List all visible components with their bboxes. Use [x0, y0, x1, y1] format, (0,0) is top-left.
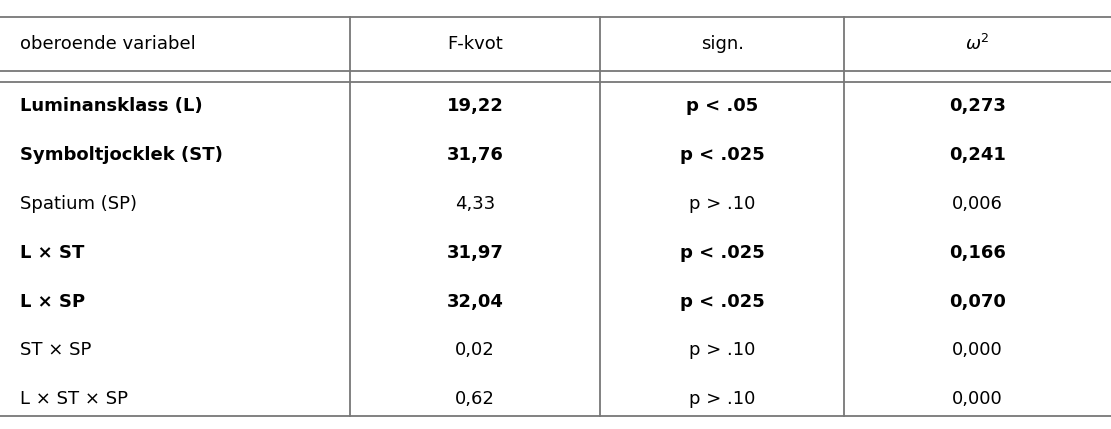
Text: p < .025: p < .025: [680, 293, 764, 311]
Text: L × ST × SP: L × ST × SP: [20, 390, 128, 408]
Text: 0,000: 0,000: [952, 390, 1003, 408]
Text: 31,97: 31,97: [447, 244, 503, 262]
Text: 0,006: 0,006: [952, 195, 1003, 213]
Text: p > .10: p > .10: [689, 341, 755, 360]
Text: 0,241: 0,241: [949, 146, 1007, 164]
Text: 0,62: 0,62: [456, 390, 494, 408]
Text: F-kvot: F-kvot: [447, 35, 503, 53]
Text: 31,76: 31,76: [447, 146, 503, 164]
Text: oberoende variabel: oberoende variabel: [20, 35, 196, 53]
Text: L × ST: L × ST: [20, 244, 84, 262]
Text: p < .025: p < .025: [680, 146, 764, 164]
Text: p > .10: p > .10: [689, 195, 755, 213]
Text: p < .025: p < .025: [680, 244, 764, 262]
Text: 32,04: 32,04: [447, 293, 503, 311]
Text: p > .10: p > .10: [689, 390, 755, 408]
Text: $\omega^2$: $\omega^2$: [965, 34, 990, 54]
Text: L × SP: L × SP: [20, 293, 86, 311]
Text: Luminansklass (L): Luminansklass (L): [20, 97, 202, 115]
Text: Symboltjocklek (ST): Symboltjocklek (ST): [20, 146, 223, 164]
Text: ST × SP: ST × SP: [20, 341, 91, 360]
Text: Spatium (SP): Spatium (SP): [20, 195, 137, 213]
Text: sign.: sign.: [701, 35, 743, 53]
Text: 0,273: 0,273: [949, 97, 1007, 115]
Text: 0,166: 0,166: [949, 244, 1007, 262]
Text: 4,33: 4,33: [454, 195, 496, 213]
Text: 19,22: 19,22: [447, 97, 503, 115]
Text: 0,02: 0,02: [456, 341, 494, 360]
Text: 0,000: 0,000: [952, 341, 1003, 360]
Text: 0,070: 0,070: [949, 293, 1007, 311]
Text: p < .05: p < .05: [685, 97, 759, 115]
